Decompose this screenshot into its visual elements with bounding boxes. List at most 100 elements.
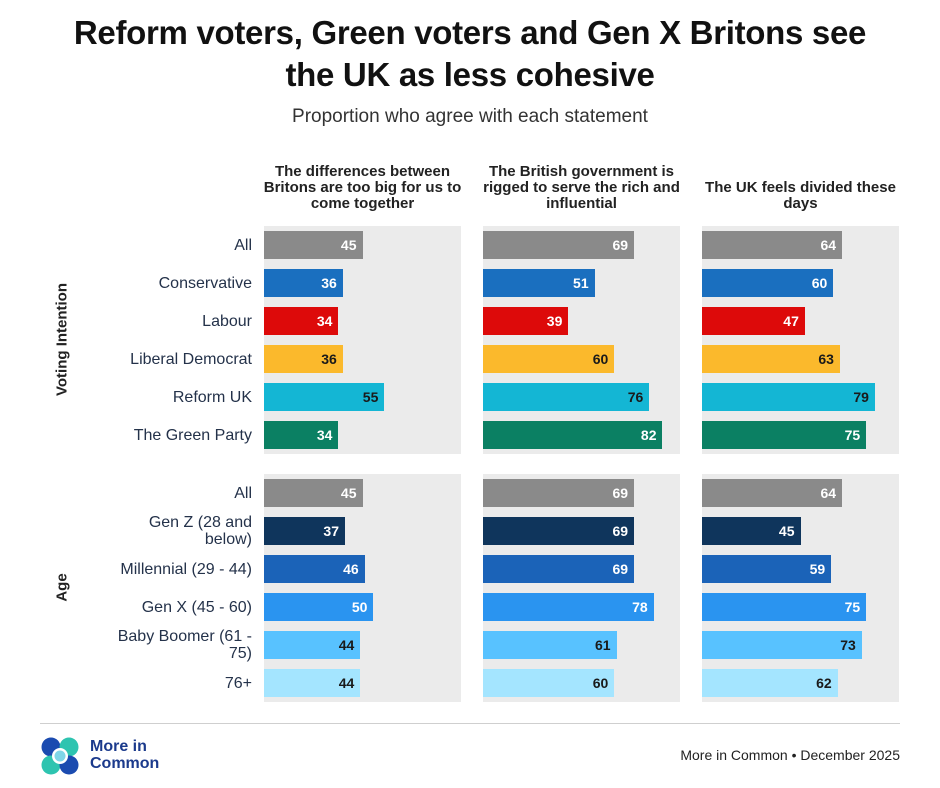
data-label: 37: [323, 523, 339, 539]
chart-title-line-2: the UK as less cohesive: [285, 56, 655, 93]
data-label: 45: [340, 485, 357, 501]
data-label: 47: [783, 313, 799, 329]
row-label: Baby Boomer (61 - 75): [117, 628, 252, 662]
data-label: 60: [592, 351, 609, 367]
column-header-3: The UK feels divided these days: [705, 179, 896, 212]
bar: [483, 383, 650, 411]
data-label: 82: [640, 427, 657, 443]
panel-1-1: [264, 226, 461, 454]
row-label: The Green Party: [133, 426, 252, 444]
row-label: Gen X (45 - 60): [141, 598, 252, 616]
bar: [483, 269, 595, 297]
data-label: 60: [811, 275, 828, 291]
source-credit: More in Common • December 2025: [680, 747, 900, 763]
data-label: 45: [340, 237, 357, 253]
bar: [483, 631, 617, 659]
bar: [483, 307, 569, 335]
data-label: 50: [351, 599, 368, 615]
chart-title: Reform voters, Green voters and Gen X Br…: [0, 12, 940, 96]
data-label: 36: [321, 275, 337, 291]
row-label: All: [234, 484, 252, 502]
bar: [264, 345, 343, 373]
panel-2-1: [264, 474, 461, 702]
data-label: 34: [316, 427, 333, 443]
data-label: 36: [321, 351, 337, 367]
bar: [702, 593, 867, 621]
bar: [483, 517, 635, 545]
bar: [483, 421, 663, 449]
data-label: 34: [316, 313, 333, 329]
chart-subtitle: Proportion who agree with each statement: [292, 106, 648, 127]
bar: [264, 669, 361, 697]
bar: [483, 593, 654, 621]
footer-divider: [40, 723, 900, 724]
data-label: 45: [778, 523, 795, 539]
data-label: 69: [612, 485, 629, 501]
row-label: Reform UK: [172, 388, 252, 406]
row-label: Liberal Democrat: [130, 350, 252, 368]
data-label: 75: [844, 599, 861, 615]
bar: [264, 383, 385, 411]
data-label: 64: [820, 485, 837, 501]
bar: [702, 383, 875, 411]
bar: [702, 231, 843, 259]
data-label: 75: [844, 427, 861, 443]
row-label: Labour: [202, 312, 252, 330]
data-label: 76: [627, 389, 644, 405]
row-label: All: [234, 236, 252, 254]
bar: [702, 421, 867, 449]
row-label: 76+: [224, 674, 252, 692]
bar: [702, 555, 832, 583]
chart-title-line-1: Reform voters, Green voters and Gen X Br…: [73, 14, 867, 51]
data-label: 46: [343, 561, 359, 577]
bar: [702, 269, 834, 297]
data-label: 69: [612, 523, 629, 539]
bar: [702, 345, 840, 373]
panel-2-3: [702, 474, 899, 702]
bar: [483, 231, 635, 259]
data-label: 69: [612, 237, 629, 253]
row-label: Millennial (29 - 44): [120, 560, 252, 578]
bar: [264, 231, 363, 259]
bar: [483, 345, 615, 373]
data-label: 51: [573, 275, 589, 291]
bar: [264, 593, 374, 621]
bar: [264, 517, 345, 545]
data-label: 44: [338, 675, 355, 691]
bar: [483, 669, 615, 697]
data-label: 63: [818, 351, 834, 367]
bar: [702, 307, 805, 335]
bar: [702, 479, 843, 507]
data-label: 78: [632, 599, 648, 615]
group-label: Age: [53, 573, 71, 602]
bar: [264, 421, 339, 449]
bar: [483, 479, 635, 507]
data-label: 62: [816, 675, 832, 691]
bar: [264, 479, 363, 507]
data-label: 60: [592, 675, 609, 691]
bar: [483, 555, 635, 583]
column-header-1: The differences between Britons are too …: [263, 163, 462, 212]
data-label: 64: [820, 237, 837, 253]
panel-1-2: [483, 226, 680, 454]
column-header-2: The British government is rigged to serv…: [483, 163, 680, 212]
data-label: 73: [840, 637, 856, 653]
bar: [264, 269, 343, 297]
logo-line-2: Common: [90, 755, 160, 772]
data-label: 39: [546, 313, 563, 329]
panel-2-2: [483, 474, 680, 702]
data-label: 59: [809, 561, 826, 577]
bar: [264, 555, 365, 583]
logo-line-1: More in: [90, 738, 147, 755]
row-label: Conservative: [158, 274, 252, 292]
panel-1-3: [702, 226, 899, 454]
bar: [264, 631, 361, 659]
more-in-common-logo-icon: [41, 737, 79, 775]
data-label: 69: [612, 561, 629, 577]
row-label: Gen Z (28 and below): [148, 514, 252, 548]
bar: [702, 669, 838, 697]
bar: [702, 631, 862, 659]
group-label: Voting Intention: [53, 282, 71, 397]
data-label: 55: [362, 389, 379, 405]
bar: [702, 517, 801, 545]
